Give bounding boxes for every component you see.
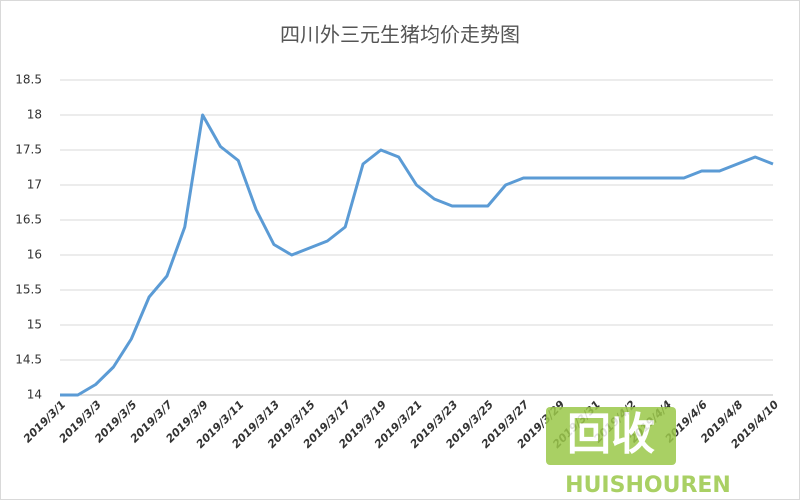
- data-line: [60, 113, 774, 397]
- y-tick-label: 14: [27, 388, 42, 402]
- y-tick-label: 16: [27, 248, 42, 262]
- y-tick-label: 15: [27, 318, 42, 332]
- y-tick-label: 18: [27, 108, 42, 122]
- y-tick-label: 16.5: [15, 213, 42, 227]
- y-tick-label: 18.5: [15, 73, 42, 87]
- watermark-text: HUISHOUREN: [565, 473, 731, 498]
- y-tick-label: 17.5: [15, 143, 42, 157]
- watermark-logo-box: [546, 407, 676, 465]
- y-tick-label: 14.5: [15, 353, 42, 367]
- y-tick-label: 15.5: [15, 283, 42, 297]
- chart-title: 四川外三元生猪均价走势图: [280, 23, 520, 47]
- watermark-logo: 回收: [567, 409, 655, 460]
- watermark: 回收 HUISHOUREN: [546, 407, 731, 498]
- y-tick-label: 17: [27, 178, 42, 192]
